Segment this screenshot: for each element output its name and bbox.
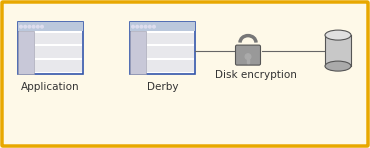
Circle shape — [132, 25, 134, 28]
Circle shape — [37, 25, 39, 28]
Circle shape — [136, 25, 138, 28]
Ellipse shape — [325, 61, 351, 71]
Circle shape — [41, 25, 43, 28]
Bar — [247, 59, 249, 63]
Bar — [18, 31, 34, 74]
Circle shape — [32, 25, 35, 28]
Bar — [130, 31, 146, 74]
Bar — [147, 33, 194, 44]
Bar — [35, 60, 82, 72]
Circle shape — [148, 25, 151, 28]
Bar — [18, 22, 83, 31]
Circle shape — [20, 25, 22, 28]
Bar — [147, 60, 194, 72]
Bar — [325, 35, 351, 66]
Text: Derby: Derby — [147, 82, 178, 92]
Circle shape — [153, 25, 155, 28]
Bar — [18, 22, 83, 74]
Bar — [130, 22, 195, 31]
Circle shape — [24, 25, 27, 28]
Bar — [147, 46, 194, 58]
FancyBboxPatch shape — [2, 2, 368, 146]
Ellipse shape — [325, 30, 351, 40]
Bar — [35, 33, 82, 44]
Circle shape — [144, 25, 147, 28]
FancyBboxPatch shape — [235, 45, 260, 65]
Text: Disk encryption: Disk encryption — [215, 70, 297, 80]
Circle shape — [28, 25, 31, 28]
Bar — [130, 22, 195, 74]
Text: Application: Application — [21, 82, 80, 92]
Circle shape — [140, 25, 143, 28]
Circle shape — [245, 54, 251, 59]
Bar — [35, 46, 82, 58]
